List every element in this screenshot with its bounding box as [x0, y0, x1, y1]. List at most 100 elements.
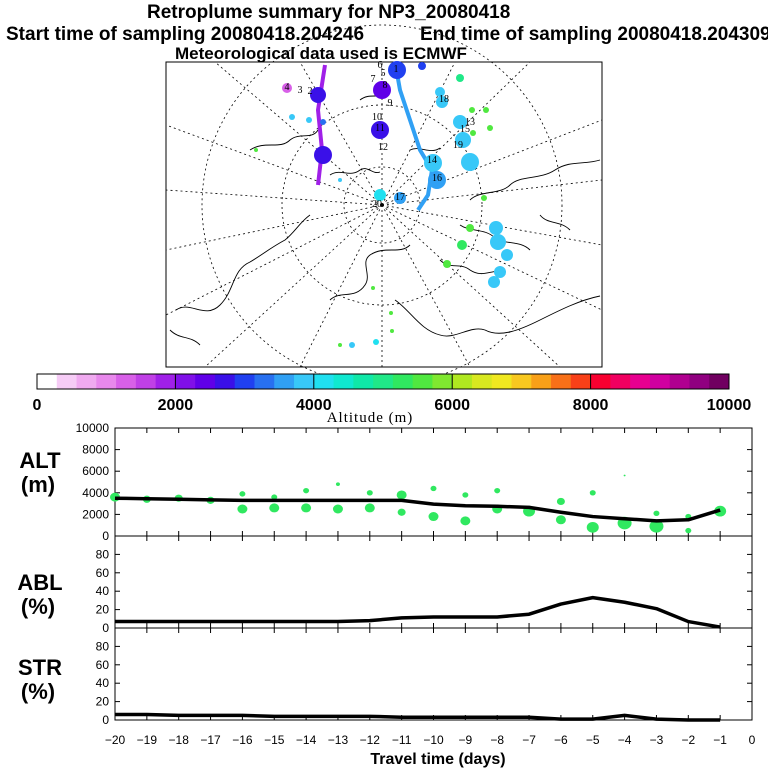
x-tick-label: −17	[200, 733, 221, 747]
scatter-point	[494, 487, 501, 494]
colorbar-cell	[491, 374, 513, 389]
altitude-colorbar: 0 2000 4000 6000 8000 10000 Altitude (m)	[33, 373, 752, 426]
y-tick-label: 40	[96, 676, 110, 690]
x-tick-label: −7	[522, 733, 536, 747]
scatter-point	[301, 503, 312, 513]
colorbar-cell	[709, 374, 730, 389]
track-label-15: 15	[460, 124, 470, 135]
y-tick-label: 60	[96, 658, 110, 672]
scatter-point	[462, 492, 469, 498]
x-tick-label: −2	[681, 733, 695, 747]
scatter-point	[364, 503, 375, 513]
track-label-12: 12	[378, 142, 388, 153]
colorbar-tick-label: 8000	[573, 397, 609, 414]
plume-points	[254, 61, 513, 348]
track-label-5: 5	[381, 68, 386, 79]
page-title: Retroplume summary for NP3_20080418	[147, 2, 511, 23]
colorbar-cell	[274, 374, 295, 389]
track-label-1: 1	[394, 64, 399, 75]
colorbar-cell	[76, 374, 97, 389]
track-label-9: 9	[388, 98, 393, 109]
panel-yunit-alt: (m)	[21, 472, 55, 497]
panel-ylabel-alt: ALT	[19, 448, 61, 473]
track-label-4: 4	[285, 82, 290, 93]
scatter-point	[397, 508, 406, 516]
panel-str: 0 20 40 60 80 STR(%)	[18, 627, 753, 727]
colorbar-tick-label: 2000	[158, 397, 194, 414]
x-tick-label: −18	[169, 733, 190, 747]
track-label-14: 14	[427, 155, 437, 166]
x-tick-label: −3	[650, 733, 664, 747]
scatter-point	[460, 516, 471, 526]
colorbar-cell	[412, 374, 433, 389]
y-tick-label: 0	[102, 621, 109, 635]
colorbar-cell	[649, 374, 671, 389]
track-label-11: 11	[375, 123, 385, 134]
x-axis-label: Travel time (days)	[370, 751, 505, 768]
x-tick-label: −15	[264, 733, 285, 747]
colorbar-cell	[214, 374, 236, 389]
track-label-10: 10	[372, 112, 382, 123]
track-label-8: 8	[383, 80, 388, 91]
track-label-6: 6	[378, 60, 383, 71]
x-axis: −20 −19 −18 −17 −16 −15 −14 −13 −12 −11 −10 −9 −8 −7−…	[105, 733, 756, 747]
time-series-panels: 0 2000 4000 6000 8000 10000 ALT(m) 0 20 40 60 80 ABL…	[17, 421, 753, 727]
colorbar-tick-label: 0	[33, 397, 42, 414]
x-tick-label: −14	[296, 733, 317, 747]
colorbar-cell	[551, 374, 572, 389]
colorbar-cell	[471, 374, 493, 389]
x-tick-label: −4	[618, 733, 632, 747]
track-label-19: 19	[453, 140, 463, 151]
colorbar-cell	[175, 374, 196, 389]
x-tick-label: −6	[554, 733, 568, 747]
scatter-point	[237, 504, 248, 514]
y-tick-label: 2000	[82, 507, 109, 521]
scatter-point	[430, 485, 437, 492]
colorbar-cell	[96, 374, 117, 389]
colorbar-tick-label: 4000	[296, 397, 332, 414]
colorbar-cell	[333, 374, 354, 389]
colorbar-cell	[254, 374, 275, 389]
x-tick-label: −19	[137, 733, 158, 747]
panel-alt: 0 2000 4000 6000 8000 10000 ALT(m)	[19, 421, 753, 543]
track-label-2: 2	[308, 86, 313, 97]
x-tick-label: −13	[328, 733, 349, 747]
colorbar-cell	[590, 374, 611, 389]
x-tick-label: −11	[392, 733, 412, 747]
colorbar-cell	[610, 374, 631, 389]
y-tick-label: 80	[96, 547, 110, 561]
scatter-point	[685, 527, 692, 534]
colorbar-cell	[294, 374, 315, 389]
colorbar-cell	[313, 374, 335, 389]
series-line-str	[115, 712, 721, 722]
track-label-3: 3	[298, 85, 303, 96]
colorbar-cell	[155, 374, 176, 389]
colorbar-cell	[234, 374, 255, 389]
track-label-7: 7	[371, 74, 376, 85]
colorbar-cell	[195, 374, 216, 389]
x-tick-label: 0	[749, 733, 756, 747]
panel-ylabel-str: STR	[18, 655, 62, 680]
track-label-18: 18	[439, 94, 449, 105]
track-label-13: 13	[465, 117, 475, 128]
y-tick-label: 20	[96, 603, 110, 617]
colorbar-cell	[392, 374, 414, 389]
colorbar-label: Altitude (m)	[327, 410, 414, 426]
x-tick-label: −8	[490, 733, 504, 747]
scatter-point	[586, 521, 599, 533]
colorbar-cell	[531, 374, 552, 389]
scatter-point	[271, 494, 278, 500]
y-tick-label: 20	[96, 695, 110, 709]
scatter-point	[269, 503, 280, 513]
colorbar-tick-label: 10000	[707, 397, 752, 414]
scatter-point	[366, 490, 373, 496]
panel-yunit-abl: (%)	[21, 594, 55, 619]
track-label-20: 20	[372, 199, 382, 210]
panel-ylabel-abl: ABL	[17, 570, 62, 595]
scatter-point	[653, 510, 660, 517]
colorbar-cell	[630, 374, 651, 389]
y-tick-label: 8000	[82, 443, 109, 457]
